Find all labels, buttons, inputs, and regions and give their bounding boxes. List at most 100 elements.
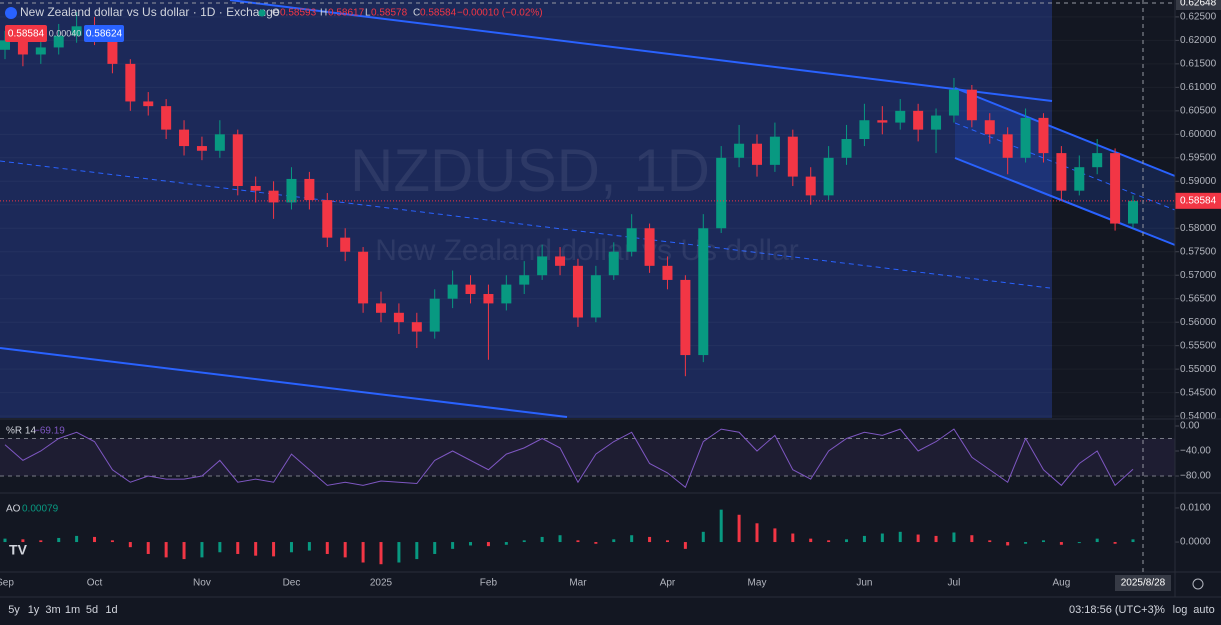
candle-body <box>1002 134 1013 158</box>
candle-body <box>984 120 995 135</box>
range-button[interactable]: 1m <box>65 604 80 616</box>
ao-bar <box>110 540 114 543</box>
candle-body <box>1128 200 1138 224</box>
y-tick-label: 0.60500 <box>1180 105 1217 116</box>
y-tick-label: 0.55000 <box>1180 364 1217 375</box>
ao-bar <box>433 542 437 554</box>
indicator-name: AO <box>6 504 21 515</box>
ohlc-value: 0.58617 <box>328 8 365 19</box>
ao-bar <box>898 531 902 543</box>
ao-bar <box>3 538 7 543</box>
bid[interactable]: 0.58584 <box>8 29 45 40</box>
candle-body <box>376 303 386 313</box>
percent-toggle[interactable]: % <box>1155 604 1165 616</box>
y-tick-label: 0.00 <box>1180 421 1200 432</box>
ao-bar <box>701 531 705 543</box>
auto-toggle[interactable]: auto <box>1193 604 1214 616</box>
candle-body <box>519 275 530 285</box>
y-tick-label: 0.59500 <box>1180 152 1217 163</box>
candle-body <box>196 146 207 151</box>
candle-body <box>322 200 333 238</box>
ao-bar <box>1059 542 1063 545</box>
range-button[interactable]: 3m <box>45 604 60 616</box>
small-channel-lower <box>954 157 1176 246</box>
ao-bar <box>361 542 365 563</box>
candle-body <box>769 136 780 165</box>
candle-body <box>107 35 118 64</box>
y-tick-label: 0.62000 <box>1180 35 1217 46</box>
candle-body <box>948 89 959 116</box>
candle-body <box>483 294 494 304</box>
ao-bar <box>791 533 795 543</box>
candle-body <box>823 157 834 196</box>
candle-body <box>250 185 261 191</box>
ohlc-label: L <box>365 8 371 19</box>
sell-button[interactable] <box>5 25 47 42</box>
ao-bar <box>325 542 329 554</box>
ask[interactable]: 0.58624 <box>86 29 123 40</box>
candle-body <box>680 279 691 356</box>
candle-body <box>340 237 351 252</box>
ao-bar <box>1095 538 1099 543</box>
range-button[interactable]: 5d <box>86 604 98 616</box>
candle-body <box>501 284 512 304</box>
y-tick-label: 0.60000 <box>1180 129 1217 140</box>
log-toggle[interactable]: log <box>1173 604 1188 616</box>
buy-button[interactable] <box>84 25 124 42</box>
ao-bar <box>612 539 616 543</box>
indicator-value: −69.19 <box>34 426 65 437</box>
ao-bar <box>379 542 383 565</box>
y-tick-label: 0.61000 <box>1180 82 1217 93</box>
candle-body <box>537 256 548 276</box>
ao-bar <box>200 542 204 558</box>
range-button[interactable]: 1y <box>28 604 40 616</box>
candle-body <box>232 134 243 186</box>
range-button[interactable]: 5y <box>8 604 20 616</box>
ao-bar <box>827 540 831 543</box>
ao-bar <box>75 535 79 543</box>
ohlc-label: H <box>320 8 327 19</box>
ao-bar <box>522 540 526 543</box>
settings-icon[interactable] <box>1192 578 1204 590</box>
candle-body <box>286 178 297 203</box>
ao-bar <box>755 523 759 543</box>
candle-body <box>161 106 172 130</box>
x-tick-label: Aug <box>1052 578 1070 589</box>
ao-bar <box>21 539 25 543</box>
candle-body <box>393 312 404 323</box>
candle-body <box>1092 153 1103 168</box>
range-button[interactable]: 1d <box>105 604 117 616</box>
candle-body <box>429 298 440 332</box>
tv-logo[interactable]: TV <box>9 542 28 558</box>
crosshair-price: 0.62648 <box>1180 0 1217 9</box>
x-tick-label: Apr <box>660 578 676 589</box>
candle-body <box>841 139 852 158</box>
candle-body <box>465 284 476 295</box>
ao-bar <box>164 542 168 558</box>
y-tick-label: 0.55500 <box>1180 340 1217 351</box>
ao-bar <box>934 535 938 543</box>
ohlc-value: 0.58593 <box>280 8 317 19</box>
y-tick-label: 0.59000 <box>1180 176 1217 187</box>
symbol-icon[interactable] <box>5 7 17 19</box>
symbol-title[interactable]: New Zealand dollar vs Us dollar · 1D · E… <box>20 5 280 19</box>
candle-body <box>752 143 762 165</box>
ao-bar <box>683 542 687 549</box>
last-price-box <box>1175 192 1221 209</box>
ao-bar <box>845 539 849 543</box>
candle-body <box>608 251 619 276</box>
ao-bar <box>862 535 866 543</box>
y-tick-label: 0.62500 <box>1180 12 1217 23</box>
ao-bar <box>39 540 43 543</box>
ao-bar <box>880 533 884 543</box>
candle-body <box>214 134 225 151</box>
candle-body <box>662 265 673 280</box>
band-fill <box>0 438 1175 476</box>
y-tick-label: −40.00 <box>1180 446 1211 457</box>
ao-bar <box>486 542 490 547</box>
candle-body <box>125 63 136 102</box>
x-tick-label: 2025 <box>370 578 393 589</box>
candle-body <box>859 120 870 140</box>
ao-bar <box>469 542 473 546</box>
